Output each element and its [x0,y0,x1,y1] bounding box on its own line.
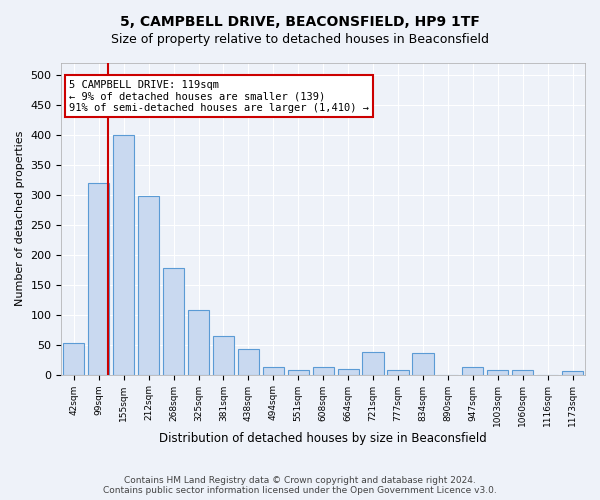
Bar [138,196,159,374]
Bar [188,310,209,374]
Bar [562,371,583,374]
Bar [163,268,184,374]
Text: Size of property relative to detached houses in Beaconsfield: Size of property relative to detached ho… [111,32,489,46]
Text: 5 CAMPBELL DRIVE: 119sqm
← 9% of detached houses are smaller (139)
91% of semi-d: 5 CAMPBELL DRIVE: 119sqm ← 9% of detache… [69,80,369,113]
Bar [338,369,359,374]
Bar [238,350,259,374]
Bar [512,370,533,374]
Bar [388,370,409,374]
Text: 5, CAMPBELL DRIVE, BEACONSFIELD, HP9 1TF: 5, CAMPBELL DRIVE, BEACONSFIELD, HP9 1TF [120,15,480,29]
Bar [287,370,309,374]
Y-axis label: Number of detached properties: Number of detached properties [15,131,25,306]
Text: Contains HM Land Registry data © Crown copyright and database right 2024.
Contai: Contains HM Land Registry data © Crown c… [103,476,497,495]
Bar [263,368,284,374]
Bar [213,336,234,374]
Bar [63,343,85,374]
Bar [113,134,134,374]
Bar [362,352,383,374]
Bar [487,370,508,374]
Bar [462,368,484,374]
Bar [88,182,109,374]
X-axis label: Distribution of detached houses by size in Beaconsfield: Distribution of detached houses by size … [160,432,487,445]
Bar [412,353,434,374]
Bar [313,368,334,374]
